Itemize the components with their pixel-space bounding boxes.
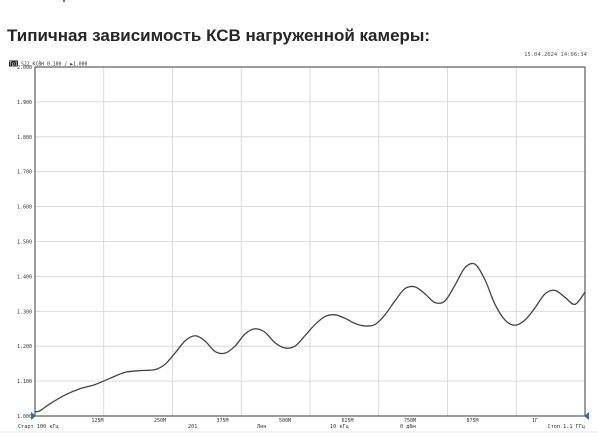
trace-badge: Тр1 xyxy=(9,62,18,68)
y-tick-label: 1.700 xyxy=(17,170,32,176)
footer-scale: Лин xyxy=(257,424,266,430)
footer-stop: Стоп 1.1 ГГц xyxy=(548,424,585,430)
footer-points: 201 xyxy=(188,424,197,430)
footer-power: 0 дБм xyxy=(400,424,416,430)
x-tick-label: 250M xyxy=(154,418,166,424)
y-tick-label: 2.000 xyxy=(17,65,32,71)
footer-ifbw: 10 кГц xyxy=(330,424,349,430)
decorative-dot xyxy=(63,0,65,2)
x-tick-label: 375M xyxy=(216,418,228,424)
y-tick-label: 1.000 xyxy=(17,414,32,420)
stop-marker xyxy=(584,412,589,420)
trace-label: S22 КСВН 0.100 / ▶1.000 xyxy=(21,62,88,68)
x-tick-label: 125M xyxy=(91,418,103,424)
vswr-trace-line xyxy=(34,262,586,413)
y-tick-label: 1.600 xyxy=(17,205,32,211)
trace-badge-box xyxy=(9,60,18,67)
x-tick-label: 875M xyxy=(466,418,478,424)
trace-header: Тр1 S22 КСВН 0.100 / ▶1.000 xyxy=(9,60,88,68)
footer-start: Старт 100 кГц xyxy=(18,424,59,430)
x-tick-labels: 125M 250M 375M 500M 625M 750M 875M 1Г xyxy=(91,418,538,424)
y-tick-label: 1.300 xyxy=(17,309,32,315)
y-tick-label: 1.800 xyxy=(17,135,32,141)
y-tick-label: 1.400 xyxy=(17,274,32,280)
x-tick-label: 750M xyxy=(404,418,416,424)
timestamp-label: 15.04.2024 14:06:34 xyxy=(524,52,588,58)
x-tick-label: 500M xyxy=(279,418,291,424)
footer-bar: Старт 100 кГц 201 Лин 10 кГц 0 дБм Стоп … xyxy=(18,424,585,430)
start-marker xyxy=(31,412,36,420)
x-tick-label: 1Г xyxy=(532,418,538,424)
plot-frame xyxy=(34,66,586,417)
y-tick-labels: 2.000 1.900 1.800 1.700 1.600 1.500 1.400 1.300… xyxy=(17,65,32,420)
page-heading: Типичная зависимость КСВ нагруженной кам… xyxy=(7,26,431,45)
y-tick-label: 1.500 xyxy=(17,240,32,246)
grid-lines xyxy=(35,67,585,416)
y-tick-label: 1.200 xyxy=(17,344,32,350)
x-tick-label: 625M xyxy=(341,418,353,424)
y-tick-label: 1.900 xyxy=(17,100,32,106)
y-tick-label: 1.100 xyxy=(17,379,32,385)
